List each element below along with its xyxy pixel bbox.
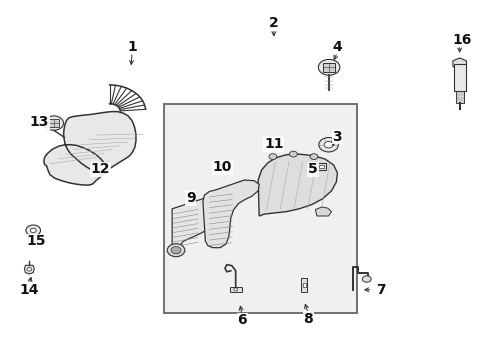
Circle shape (167, 244, 184, 257)
Circle shape (324, 141, 332, 148)
Bar (316, 163, 325, 170)
Circle shape (268, 154, 276, 159)
Text: 6: 6 (237, 314, 246, 327)
Bar (455, 91, 463, 103)
Text: 5: 5 (307, 162, 317, 176)
Text: 2: 2 (268, 17, 278, 30)
Circle shape (233, 288, 237, 291)
Text: 10: 10 (212, 161, 232, 174)
Circle shape (30, 228, 36, 233)
Text: 16: 16 (451, 33, 471, 46)
Circle shape (318, 59, 339, 75)
Text: 11: 11 (264, 137, 283, 151)
Circle shape (26, 225, 41, 236)
Text: 13: 13 (29, 116, 49, 129)
Polygon shape (24, 265, 34, 274)
Polygon shape (258, 154, 337, 216)
Bar (229, 287, 241, 292)
Text: 1: 1 (127, 40, 137, 54)
Polygon shape (172, 199, 219, 249)
Text: 12: 12 (90, 162, 110, 176)
Circle shape (171, 247, 181, 254)
Bar (48, 119, 59, 127)
Polygon shape (203, 180, 259, 248)
Bar (302, 283, 305, 287)
Text: 8: 8 (303, 312, 312, 325)
Text: 9: 9 (185, 191, 195, 205)
Circle shape (27, 267, 32, 271)
Polygon shape (315, 207, 331, 216)
Circle shape (44, 116, 63, 130)
Polygon shape (452, 58, 466, 69)
Circle shape (362, 276, 370, 282)
Text: 14: 14 (20, 283, 39, 297)
Bar (318, 165, 323, 168)
Text: 4: 4 (332, 40, 342, 54)
Bar (453, 64, 465, 91)
Circle shape (309, 154, 317, 159)
Circle shape (318, 138, 338, 152)
Bar (322, 63, 335, 72)
Bar (301, 278, 306, 292)
Bar (163, 104, 356, 313)
Text: 7: 7 (376, 283, 386, 297)
Polygon shape (44, 112, 136, 185)
Text: 3: 3 (332, 130, 342, 144)
Circle shape (289, 151, 297, 157)
Text: 15: 15 (27, 234, 46, 248)
